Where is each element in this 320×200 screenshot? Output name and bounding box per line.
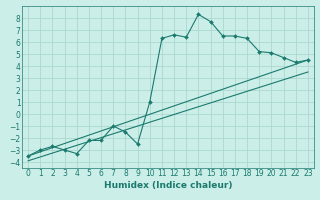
X-axis label: Humidex (Indice chaleur): Humidex (Indice chaleur) (104, 181, 232, 190)
